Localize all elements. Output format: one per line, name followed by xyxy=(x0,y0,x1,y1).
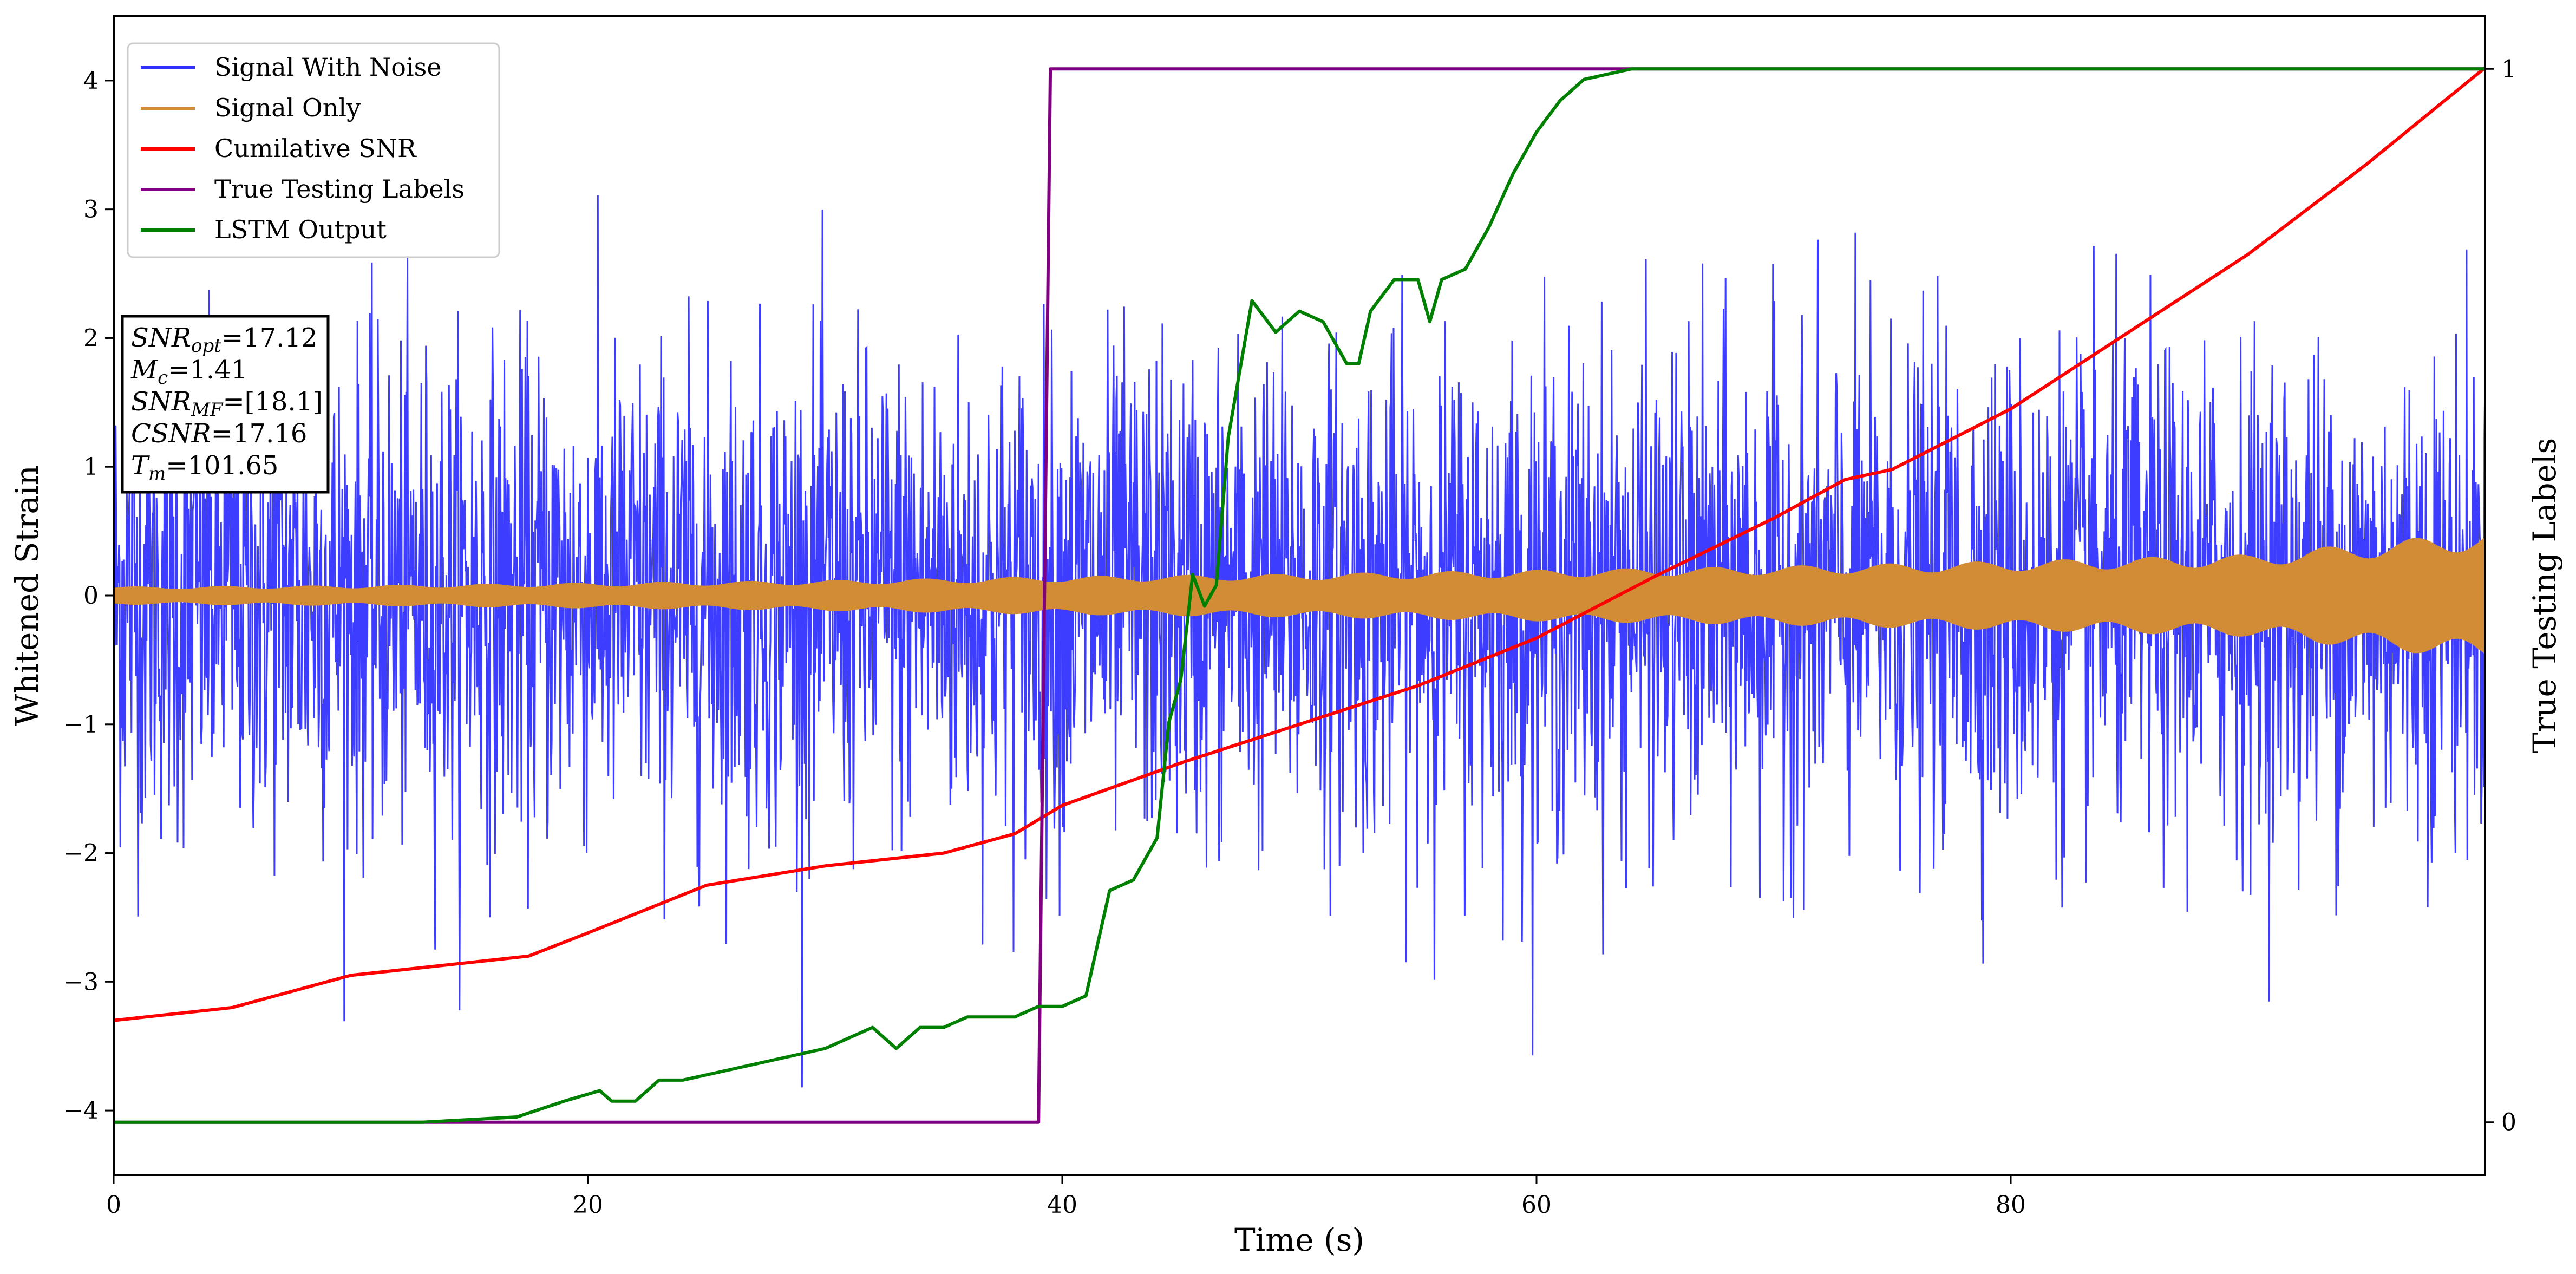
series-signal-with-noise xyxy=(114,195,2485,1088)
legend-label: Signal With Noise xyxy=(214,53,441,82)
info-line: SNRMF=[18.1] xyxy=(131,387,323,421)
info-value: =17.16 xyxy=(211,419,308,449)
y-tick-label: 2 xyxy=(83,324,99,352)
info-subscript: opt xyxy=(191,335,221,357)
y-tick-label: 0 xyxy=(83,582,99,610)
info-value: =[18.1] xyxy=(223,387,323,417)
legend: Signal With Noise Signal Only Cumilative S… xyxy=(127,42,500,258)
info-symbol: M xyxy=(130,355,159,385)
info-symbol: T xyxy=(131,450,150,481)
info-value: =1.41 xyxy=(168,355,247,385)
series-signal-only xyxy=(114,537,2485,654)
legend-label: LSTM Output xyxy=(214,215,387,244)
y-tick-label: −2 xyxy=(63,840,99,867)
y-axis-label: Whitened Strain xyxy=(9,465,45,726)
x-tick-label: 20 xyxy=(573,1191,603,1219)
y-tick-label: −1 xyxy=(63,711,99,739)
legend-frame xyxy=(127,42,500,258)
info-value: =17.12 xyxy=(221,323,318,353)
y-tick-label: 3 xyxy=(83,196,99,224)
x-tick-label: 0 xyxy=(106,1191,121,1219)
info-line: Tm=101.65 xyxy=(131,450,278,485)
info-subscript: MF xyxy=(191,399,224,421)
y2-tick-label: 0 xyxy=(2501,1109,2516,1136)
y-tick-label: −4 xyxy=(63,1097,99,1125)
info-line: CSNR=17.16 xyxy=(131,419,307,449)
y-tick-label: 4 xyxy=(83,67,99,95)
legend-label: Cumilative SNR xyxy=(214,134,417,163)
info-box: SNRopt=17.12Mc=1.41SNRMF=[18.1]CSNR=17.1… xyxy=(121,315,330,494)
info-line: SNRopt=17.12 xyxy=(131,323,318,357)
x-tick-label: 60 xyxy=(1521,1191,1552,1219)
x-tick-label: 80 xyxy=(1996,1191,2026,1219)
x-axis-label: Time (s) xyxy=(1234,1221,1364,1258)
legend-label: True Testing Labels xyxy=(214,174,465,204)
y-tick-label: 1 xyxy=(83,453,99,481)
info-symbol: SNR xyxy=(131,323,191,353)
plot-series-layer xyxy=(114,66,2485,1124)
info-subscript: m xyxy=(148,463,166,485)
info-symbol: SNR xyxy=(131,387,191,417)
x-tick-label: 40 xyxy=(1047,1191,1077,1219)
info-symbol: CSNR xyxy=(131,419,211,449)
info-box-frame xyxy=(121,315,330,494)
series-cumilative-snr xyxy=(114,66,2485,1022)
info-line: Mc=1.41 xyxy=(130,355,247,389)
y2-tick-label: 1 xyxy=(2501,55,2516,83)
info-subscript: c xyxy=(158,367,168,389)
series-lstm-output xyxy=(114,67,2485,1124)
legend-label: Signal Only xyxy=(214,93,361,122)
y2-axis-label: True Testing Labels xyxy=(2526,438,2563,753)
info-value: =101.65 xyxy=(166,450,278,481)
y-tick-label: −3 xyxy=(63,968,99,996)
